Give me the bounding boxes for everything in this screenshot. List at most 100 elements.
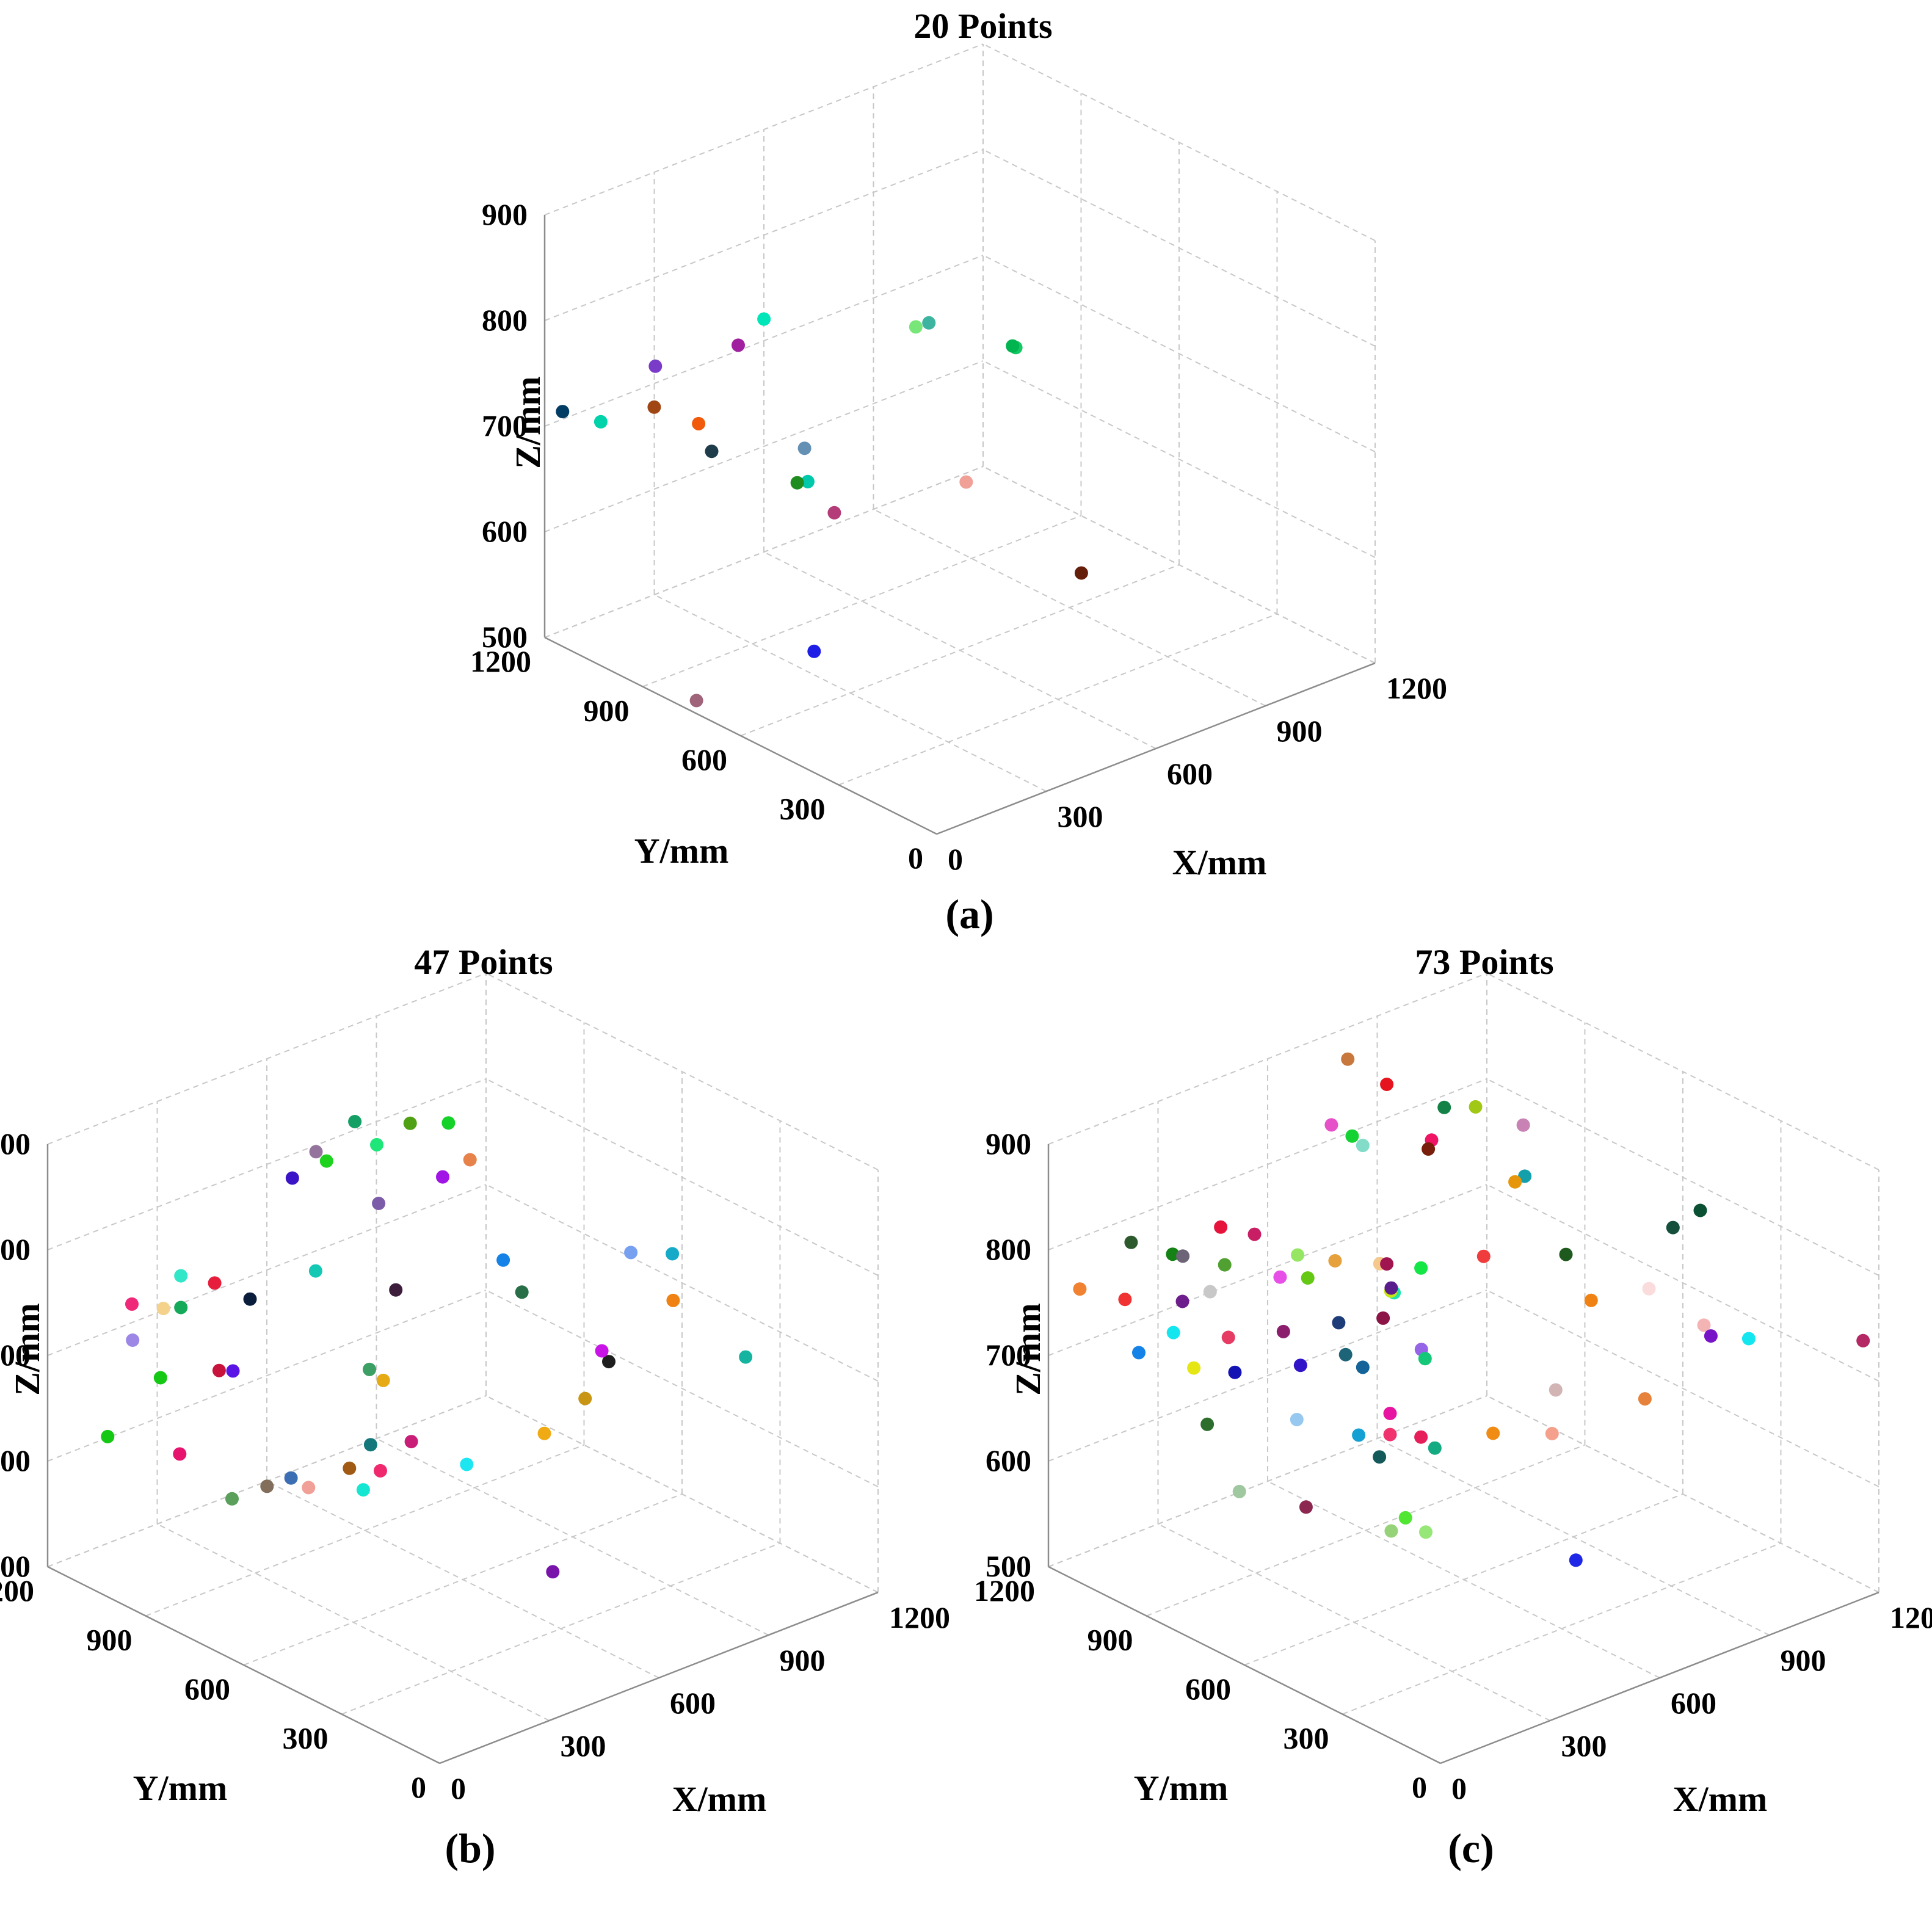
data-point [1341, 1052, 1355, 1066]
data-point [595, 1344, 609, 1358]
data-point [1324, 1118, 1338, 1132]
data-point [1301, 1271, 1315, 1285]
y-axis-line [544, 636, 937, 835]
z-tick-label: 800 [986, 1232, 1031, 1266]
x-tick-label: 600 [1167, 756, 1213, 791]
data-point [1273, 1270, 1287, 1284]
data-point [1384, 1524, 1398, 1538]
data-point [1006, 339, 1020, 353]
data-point [1569, 1553, 1583, 1567]
data-point [1276, 1324, 1290, 1338]
y-axis-label: Y/mm [634, 831, 729, 871]
x-tick-label: 600 [670, 1686, 716, 1720]
data-point [959, 475, 973, 489]
data-point [922, 316, 936, 330]
data-point [174, 1269, 188, 1283]
data-point [1418, 1352, 1432, 1366]
data-point [441, 1116, 456, 1130]
grid-line [485, 1395, 879, 1593]
grid-lines [1048, 973, 1879, 1764]
grid-line [982, 466, 1376, 664]
y-tick-label: 0 [908, 841, 923, 875]
grid-line [47, 1290, 487, 1462]
x-axis-line [936, 662, 1376, 835]
data-point [1428, 1441, 1442, 1455]
data-point [1247, 1227, 1262, 1241]
z-tick-label: 700 [482, 408, 528, 443]
data-point [208, 1276, 222, 1290]
data-point [125, 1297, 139, 1311]
data-point [1166, 1326, 1180, 1340]
z-tick-label: 900 [482, 197, 528, 231]
data-point [1638, 1392, 1652, 1406]
y-tick-label: 300 [780, 792, 826, 826]
grid-line [642, 515, 1081, 687]
chart-title: 20 Points [913, 6, 1052, 46]
data-point [174, 1300, 188, 1315]
x-axis-label: X/mm [672, 1779, 767, 1819]
data-point [308, 1264, 322, 1278]
grid-line [982, 255, 1376, 452]
data-point [1376, 1311, 1390, 1325]
chart-title: 47 Points [414, 942, 553, 982]
data-point [1218, 1258, 1232, 1272]
data-point [1384, 1281, 1398, 1295]
z-tick-label: 500 [986, 1549, 1031, 1583]
x-axis-label: X/mm [1172, 843, 1267, 882]
data-point [363, 1362, 376, 1376]
x-axis-line [439, 1591, 879, 1765]
data-point [1704, 1329, 1718, 1343]
data-point [1118, 1293, 1132, 1307]
data-point [909, 320, 923, 334]
data-point [1221, 1330, 1235, 1344]
z-tick-label: 800 [0, 1232, 31, 1266]
y-tick-label: 1200 [0, 1573, 34, 1608]
data-point [1328, 1254, 1342, 1268]
panel-a: 0300600900120003006009001200500600700800… [470, 6, 1447, 937]
data-point [1398, 1511, 1412, 1525]
x-tick-label: 0 [948, 842, 963, 876]
data-point [173, 1447, 187, 1461]
axis-lines [46, 1144, 879, 1765]
data-point [689, 694, 703, 708]
z-axis-label: Z/mm [1008, 1303, 1048, 1395]
grid-line [1486, 1078, 1879, 1276]
data-point [1508, 1175, 1522, 1189]
data-point [1545, 1427, 1559, 1440]
grid-line [485, 1078, 879, 1276]
data-point [1584, 1293, 1598, 1307]
y-tick-label: 1200 [974, 1573, 1035, 1608]
data-point [1124, 1235, 1138, 1249]
axis-lines [1047, 1144, 1879, 1765]
y-tick-label: 1200 [470, 644, 531, 678]
data-point [1232, 1484, 1246, 1498]
data-point [1352, 1428, 1366, 1442]
x-axis-label: X/mm [1673, 1779, 1768, 1819]
data-point [319, 1154, 333, 1168]
data-point [705, 444, 719, 459]
data-point [356, 1483, 370, 1497]
y-tick-label: 600 [681, 742, 727, 777]
data-point [370, 1137, 383, 1152]
grid-line [47, 973, 487, 1145]
grid-line [544, 360, 984, 532]
data-point [692, 416, 706, 430]
data-point [807, 644, 821, 658]
data-point [1383, 1407, 1397, 1420]
grid-line [1244, 1493, 1683, 1666]
x-tick-label: 900 [1276, 714, 1322, 748]
data-point [302, 1481, 316, 1495]
data-point [1486, 1426, 1500, 1440]
y-tick-label: 900 [87, 1623, 133, 1657]
data-point [1419, 1525, 1433, 1539]
data-point [1290, 1413, 1304, 1426]
grid-line [485, 1184, 879, 1382]
data-point [648, 359, 663, 373]
data-point [1338, 1348, 1353, 1362]
data-point [1356, 1360, 1370, 1374]
grid-line [1048, 1395, 1487, 1567]
data-point [797, 441, 812, 455]
z-tick-label: 700 [0, 1338, 31, 1372]
data-point [757, 312, 771, 326]
panel-caption: (b) [445, 1825, 495, 1871]
